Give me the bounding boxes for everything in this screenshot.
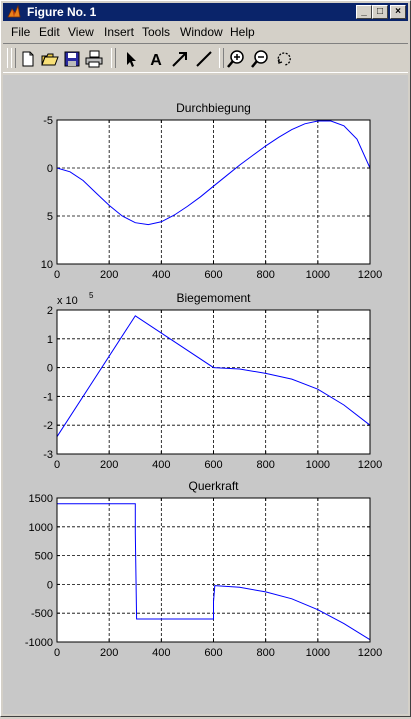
x-tick-label: 800 [256,459,274,471]
subplot-title: Biegemoment [176,291,251,305]
minimize-button[interactable]: _ [356,5,372,19]
x-tick-label: 800 [256,269,274,281]
series-line [57,503,371,641]
y-tick-label: -1000 [25,637,53,649]
y-tick-label: 0 [47,363,53,375]
x-tick-label: 0 [54,647,60,659]
matlab-logo-icon [7,4,21,18]
x-tick-label: 400 [152,647,170,659]
series-line [56,315,371,437]
text-tool-glyph: A [150,52,162,69]
x-tick-label: 1000 [306,647,330,659]
y-tick-label: 500 [35,551,53,563]
title-bar[interactable]: Figure No. 1 _ □ × [3,3,408,21]
y-tick-label: -5 [43,115,53,127]
zoom-in-icon[interactable] [225,48,247,70]
y-exponent-power: 5 [89,291,94,300]
y-tick-label: 10 [41,259,53,271]
menu-tools[interactable]: Tools [142,25,171,39]
insert-line-icon[interactable] [193,48,215,70]
open-folder-icon[interactable] [39,48,61,70]
y-tick-label: 5 [47,211,53,223]
subplot-title: Durchbiegung [176,101,251,115]
toolbar-grip-2[interactable] [11,48,16,68]
save-icon[interactable] [61,48,83,70]
axes-frame [56,497,371,643]
y-tick-label: 0 [47,579,53,591]
x-tick-label: 0 [54,459,60,471]
menu-help[interactable]: Help [230,25,255,39]
y-exponent-label: x 10 [57,295,78,307]
y-tick-label: -1 [43,391,53,403]
rotate-3d-icon[interactable] [273,48,295,70]
y-tick-label: -500 [31,608,53,620]
subplot-2: 0 200 400 600 800 1000 1200 2 1 0 -1 -2 -3 Biegemomen… [43,291,382,471]
x-tick-label: 600 [204,269,222,281]
x-tick-label: 1200 [358,269,382,281]
y-tick-label: -2 [43,420,53,432]
x-tick-label: 200 [100,647,118,659]
menu-file[interactable]: File [11,25,31,39]
menu-view[interactable]: View [68,25,94,39]
y-tick-label: -3 [43,449,53,461]
y-tick-label: 2 [47,305,53,317]
menu-insert[interactable]: Insert [104,25,135,39]
menu-window[interactable]: Window [180,25,223,39]
figure-canvas: 0 200 400 600 800 1000 1200 -5 0 5 10 Durchbiegung 0… [3,75,408,714]
series-line [56,120,371,226]
insert-text-icon[interactable]: A [145,48,167,70]
x-tick-label: 400 [152,269,170,281]
x-tick-label: 600 [204,647,222,659]
x-tick-label: 200 [100,269,118,281]
subplot-3: 0 200 400 600 800 1000 1200 1500 1000 500 0 -500 -10… [25,479,382,659]
new-file-icon[interactable] [17,48,39,70]
axes-frame [56,119,371,265]
x-tick-label: 200 [100,459,118,471]
y-tick-label: 1000 [29,522,53,534]
subplot-1: 0 200 400 600 800 1000 1200 -5 0 5 10 Durchbiegung [41,101,382,281]
axes-frame [56,309,371,455]
maximize-button[interactable]: □ [372,5,388,19]
x-tick-label: 0 [54,269,60,281]
x-tick-label: 400 [152,459,170,471]
window-title: Figure No. 1 [27,5,97,19]
toolbar-separator [111,48,116,68]
menu-bar: File Edit View Insert Tools Window Help [3,23,408,41]
plots-svg: 0 200 400 600 800 1000 1200-50510Durchbiegung0… [25,101,382,659]
subplot-title: Querkraft [188,479,239,493]
print-icon[interactable] [83,48,105,70]
y-tick-label: 1 [47,334,53,346]
select-arrow-icon[interactable] [119,48,141,70]
x-tick-label: 600 [204,459,222,471]
toolbar-separator-2 [219,48,224,68]
y-tick-label: 0 [47,163,53,175]
x-tick-label: 1200 [358,647,382,659]
x-tick-label: 1000 [306,459,330,471]
insert-arrow-icon[interactable] [169,48,191,70]
y-tick-label: 1500 [29,493,53,505]
zoom-out-icon[interactable] [249,48,271,70]
x-tick-label: 1000 [306,269,330,281]
close-button[interactable]: × [390,5,406,19]
x-tick-label: 800 [256,647,274,659]
x-tick-label: 1200 [358,459,382,471]
menu-edit[interactable]: Edit [39,25,60,39]
toolbar: A [3,43,408,73]
